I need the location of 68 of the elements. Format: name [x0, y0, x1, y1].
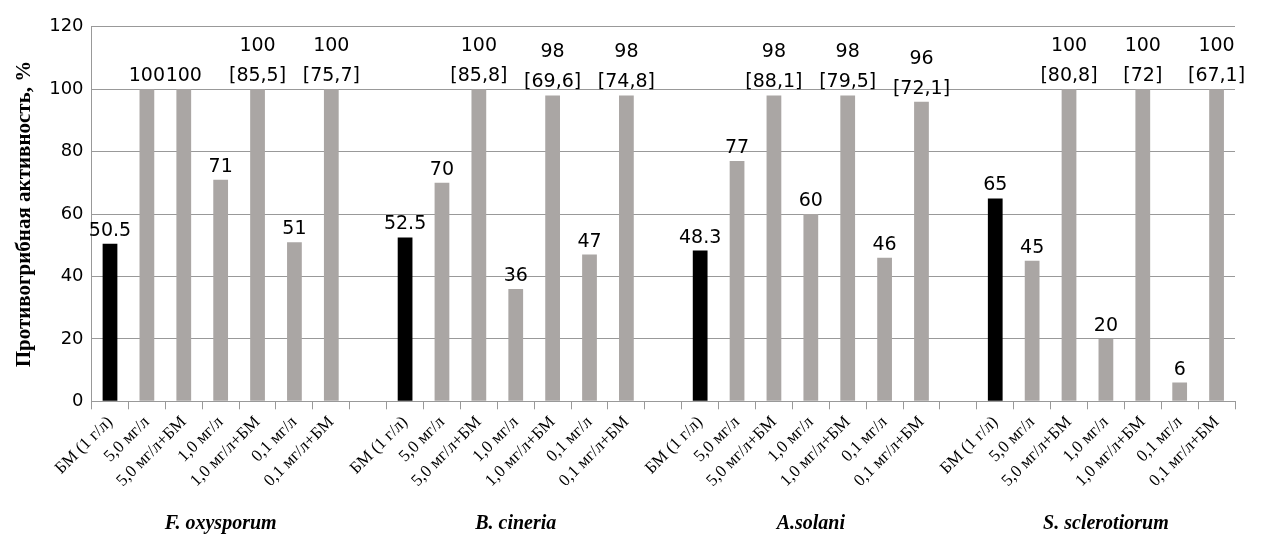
y-tick-label: 60	[60, 201, 84, 223]
bar	[840, 95, 856, 401]
bar	[102, 243, 118, 401]
bar	[692, 250, 708, 401]
bar	[1061, 89, 1077, 401]
data-label: 98 [79,5]	[819, 39, 877, 92]
data-label: 46	[872, 231, 897, 254]
y-tick-label: 120	[49, 14, 84, 36]
y-tick-label: 40	[60, 264, 84, 286]
data-label: 36	[503, 262, 528, 285]
data-label: 70	[429, 156, 455, 179]
bar	[1172, 382, 1188, 401]
bar	[323, 89, 339, 401]
data-label: 100	[165, 63, 202, 86]
data-label: 100 [85,5]	[228, 33, 287, 86]
data-label: 98 [69,6]	[524, 39, 582, 92]
bar	[1209, 89, 1224, 401]
data-label: 98 [88,1]	[745, 39, 803, 92]
bar	[545, 95, 560, 401]
data-label: 98 [74,8]	[597, 39, 655, 92]
bar	[434, 182, 450, 401]
bar	[139, 89, 155, 401]
data-label: 51	[282, 216, 307, 239]
text: A.solani	[774, 511, 846, 533]
data-label: 100	[128, 63, 166, 86]
data-label: 50.5	[88, 217, 132, 240]
bar	[1135, 89, 1151, 401]
bar	[213, 179, 229, 401]
text: S. sclerotiorum	[1043, 511, 1169, 533]
data-label: 100 [72]	[1123, 33, 1163, 86]
bar	[397, 237, 413, 401]
bar	[877, 257, 892, 401]
bar	[471, 89, 487, 401]
bar	[803, 214, 819, 401]
y-tick-label: 100	[49, 76, 84, 98]
data-label: 71	[208, 153, 233, 176]
text: F. oxysporum	[163, 511, 277, 534]
bar	[1098, 338, 1114, 401]
bar	[1024, 260, 1040, 401]
data-label: 77	[724, 135, 750, 157]
data-label: 100 [75,7]	[302, 33, 360, 86]
data-label: 47	[577, 228, 602, 251]
bar	[287, 242, 302, 401]
bar	[250, 89, 265, 401]
bar	[582, 254, 597, 401]
bar	[987, 198, 1003, 401]
y-tick-label: 80	[60, 139, 84, 161]
y-tick-label: 0	[72, 388, 84, 410]
bar	[914, 101, 929, 401]
data-label: 45	[1020, 234, 1045, 257]
y-axis-title: Противогрибная активность, %	[11, 60, 36, 368]
bar	[766, 95, 782, 401]
y-tick-label: 20	[60, 326, 84, 348]
data-label: 96 [72,1]	[892, 45, 951, 98]
bar	[619, 95, 634, 401]
bar	[508, 288, 524, 401]
data-label: 65	[983, 172, 1008, 195]
text: B. cineria	[474, 511, 557, 533]
data-label: 100 [85,8]	[450, 33, 508, 86]
bar	[176, 89, 192, 401]
data-label: 6	[1173, 356, 1186, 379]
data-label: 100 [80,8]	[1040, 33, 1098, 86]
data-label: 48.3	[679, 224, 722, 247]
data-label: 52.5	[383, 211, 427, 234]
bar	[729, 161, 745, 401]
data-label: 20	[1093, 312, 1118, 335]
data-label: 100 [67,1]	[1187, 33, 1246, 86]
data-label: 60	[798, 188, 823, 211]
